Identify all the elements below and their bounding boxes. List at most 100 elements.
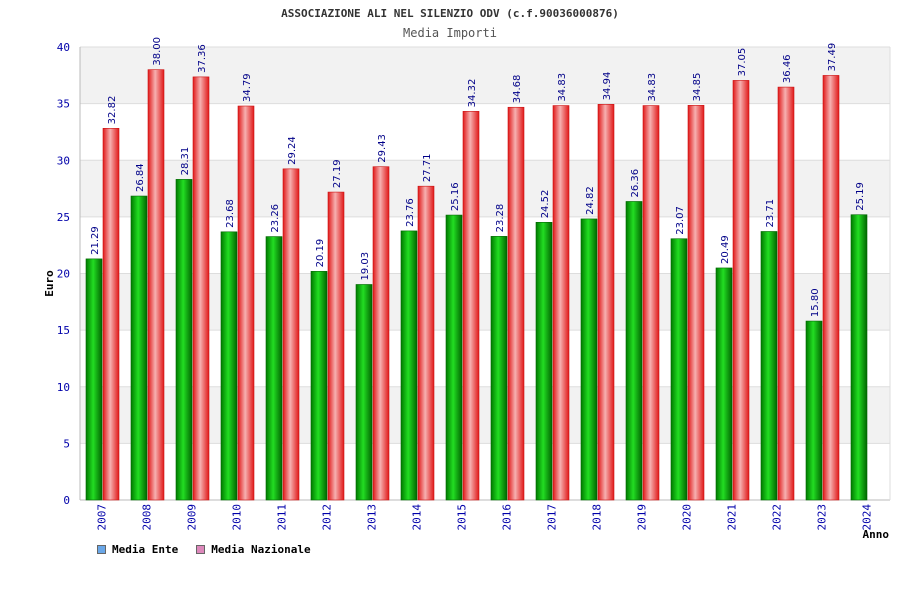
grid-band [80, 160, 890, 217]
legend-swatch [196, 545, 206, 554]
bar-media-nazionale [732, 80, 750, 501]
data-label: 28.31 [180, 147, 191, 176]
bar-media-nazionale [822, 75, 840, 501]
bar-media-nazionale [462, 111, 480, 501]
x-tick-label: 2023 [816, 504, 829, 531]
data-label: 37.36 [197, 44, 208, 73]
data-label: 24.82 [585, 186, 596, 215]
data-label: 23.68 [225, 199, 236, 228]
data-label: 34.85 [692, 73, 703, 102]
x-tick-label: 2018 [591, 504, 604, 531]
data-label: 23.28 [495, 204, 506, 233]
data-label: 27.71 [422, 154, 433, 183]
y-tick-label: 15 [57, 324, 70, 337]
data-label: 37.05 [737, 48, 748, 77]
bar-media-ente [625, 201, 643, 501]
grid-band [80, 47, 890, 104]
x-tick-label: 2010 [231, 504, 244, 531]
data-label: 26.84 [135, 163, 146, 192]
bar-media-ente [175, 179, 193, 501]
bar-media-nazionale [597, 104, 615, 501]
data-label: 23.76 [405, 198, 416, 227]
bar-media-ente [130, 195, 148, 501]
bar-media-nazionale [372, 166, 390, 501]
data-label: 25.19 [855, 182, 866, 211]
bar-media-ente [580, 218, 598, 501]
bar-media-nazionale [417, 185, 435, 501]
data-label: 27.19 [332, 159, 343, 188]
bar-media-nazionale [777, 86, 795, 501]
legend-swatch [97, 545, 106, 554]
data-label: 36.46 [782, 54, 793, 83]
bar-media-nazionale [147, 69, 165, 501]
x-tick-label: 2009 [186, 504, 199, 531]
data-label: 38.00 [152, 37, 163, 66]
y-tick-label: 35 [57, 98, 70, 111]
bar-media-ente [220, 231, 238, 501]
data-label: 32.82 [107, 96, 118, 125]
bar-media-ente [445, 214, 463, 501]
data-label: 26.36 [630, 169, 641, 198]
x-tick-label: 2022 [771, 504, 784, 531]
data-label: 37.49 [827, 43, 838, 72]
data-label: 23.26 [270, 204, 281, 233]
chart-subtitle: Media Importi [403, 26, 497, 40]
bar-media-nazionale [102, 128, 120, 501]
data-label: 34.32 [467, 79, 478, 108]
bar-media-nazionale [282, 168, 300, 501]
x-tick-label: 2013 [366, 504, 379, 531]
bar-media-nazionale [642, 105, 660, 501]
data-label: 29.24 [287, 136, 298, 165]
legend-label: Media Nazionale [211, 543, 311, 556]
grid-band [80, 273, 890, 331]
data-label: 29.43 [377, 134, 388, 163]
y-tick-label: 30 [57, 154, 70, 167]
data-label: 20.49 [720, 235, 731, 264]
bar-media-ente [535, 222, 553, 501]
data-label: 19.03 [360, 252, 371, 281]
legend-label: Media Ente [112, 543, 179, 556]
y-tick-label: 5 [63, 437, 70, 450]
data-label: 34.68 [512, 75, 523, 104]
x-tick-label: 2011 [276, 504, 289, 531]
grid-band [80, 386, 890, 444]
bar-media-nazionale [237, 105, 255, 501]
bar-media-ente [760, 231, 778, 501]
data-label: 34.83 [647, 73, 658, 102]
bar-media-nazionale [507, 106, 525, 501]
bar-media-ente [310, 271, 328, 501]
bar-media-ente [670, 238, 688, 501]
x-tick-label: 2024 [861, 504, 874, 531]
bar-media-nazionale [552, 105, 570, 501]
bar-media-ente [805, 320, 823, 501]
x-tick-label: 2014 [411, 504, 424, 531]
x-axis-label: Anno [863, 528, 890, 541]
y-tick-label: 25 [57, 211, 70, 224]
x-tick-label: 2019 [636, 504, 649, 531]
legend-item-media-nazionale: Media Nazionale [196, 543, 311, 556]
x-tick-label: 2008 [141, 504, 154, 531]
x-tick-label: 2017 [546, 504, 559, 531]
x-tick-label: 2015 [456, 504, 469, 531]
data-label: 25.16 [450, 182, 461, 211]
bar-media-ente [355, 284, 373, 501]
bar-media-nazionale [327, 191, 345, 501]
bar-media-ente [265, 236, 283, 501]
y-axis-label: Euro [43, 270, 56, 297]
y-tick-label: 10 [57, 381, 70, 394]
x-tick-label: 2016 [501, 504, 514, 531]
data-label: 20.19 [315, 239, 326, 268]
data-label: 23.71 [765, 199, 776, 228]
legend-item-media-ente: Media Ente [97, 543, 178, 556]
bar-media-ente [400, 230, 418, 501]
y-tick-label: 40 [57, 41, 70, 54]
x-tick-label: 2007 [96, 504, 109, 531]
data-label: 34.94 [602, 72, 613, 101]
data-label: 34.79 [242, 73, 253, 102]
bar-media-ente [490, 236, 508, 501]
data-label: 24.52 [540, 190, 551, 219]
data-label: 34.83 [557, 73, 568, 102]
data-label: 21.29 [90, 226, 101, 255]
bar-media-ente [85, 258, 103, 501]
